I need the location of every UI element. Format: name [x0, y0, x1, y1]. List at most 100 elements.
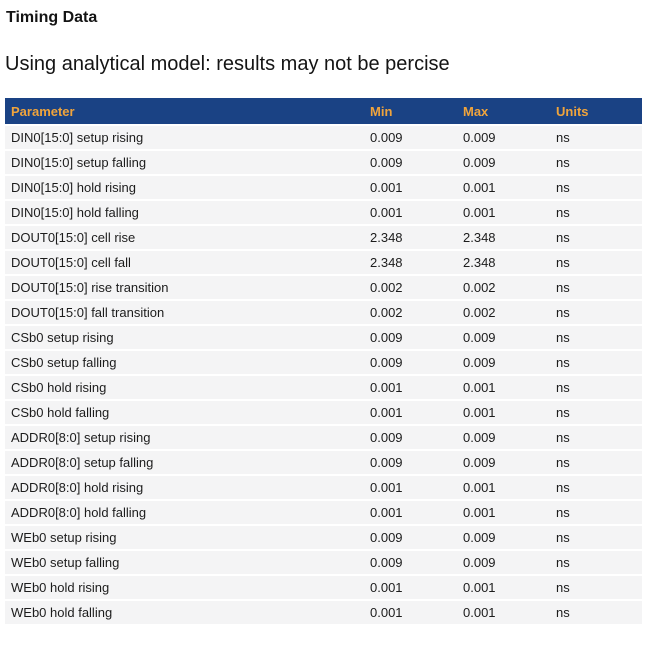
cell-max: 2.348 [463, 225, 556, 251]
cell-units: ns [556, 500, 642, 526]
cell-min: 0.009 [370, 425, 463, 451]
table-row: CSb0 hold rising 0.001 0.001 ns [5, 375, 642, 401]
cell-parameter: DIN0[15:0] hold falling [5, 200, 370, 226]
cell-min: 0.009 [370, 350, 463, 376]
cell-units: ns [556, 475, 642, 501]
cell-max: 0.001 [463, 175, 556, 201]
table-row: ADDR0[8:0] setup falling 0.009 0.009 ns [5, 450, 642, 476]
cell-parameter: WEb0 setup falling [5, 550, 370, 576]
cell-parameter: CSb0 hold rising [5, 375, 370, 401]
cell-units: ns [556, 325, 642, 351]
page-subtitle: Using analytical model: results may not … [5, 53, 450, 75]
table-body: DIN0[15:0] setup rising 0.009 0.009 ns D… [5, 125, 642, 626]
cell-units: ns [556, 400, 642, 426]
cell-max: 0.009 [463, 125, 556, 151]
report-page: Timing Data Using analytical model: resu… [5, 9, 642, 626]
cell-min: 0.001 [370, 600, 463, 626]
table-row: CSb0 setup rising 0.009 0.009 ns [5, 325, 642, 351]
table-row: DIN0[15:0] hold rising 0.001 0.001 ns [5, 175, 642, 201]
cell-max: 0.001 [463, 500, 556, 526]
cell-units: ns [556, 250, 642, 276]
table-row: WEb0 setup falling 0.009 0.009 ns [5, 550, 642, 576]
cell-max: 2.348 [463, 250, 556, 276]
table-row: ADDR0[8:0] hold falling 0.001 0.001 ns [5, 500, 642, 526]
cell-min: 2.348 [370, 250, 463, 276]
column-header-max: Max [463, 98, 556, 126]
table-row: DIN0[15:0] setup rising 0.009 0.009 ns [5, 125, 642, 151]
cell-min: 0.001 [370, 400, 463, 426]
column-header-min: Min [370, 98, 463, 126]
cell-parameter: CSb0 hold falling [5, 400, 370, 426]
cell-parameter: ADDR0[8:0] setup falling [5, 450, 370, 476]
timing-data-table: Parameter Min Max Units DIN0[15:0] setup… [5, 98, 642, 626]
cell-max: 0.009 [463, 425, 556, 451]
cell-min: 0.009 [370, 450, 463, 476]
column-header-units: Units [556, 98, 642, 126]
cell-units: ns [556, 275, 642, 301]
cell-max: 0.001 [463, 575, 556, 601]
cell-min: 0.001 [370, 500, 463, 526]
page-title: Timing Data [6, 9, 98, 26]
cell-parameter: WEb0 setup rising [5, 525, 370, 551]
table-header-row: Parameter Min Max Units [5, 98, 642, 126]
cell-parameter: ADDR0[8:0] hold falling [5, 500, 370, 526]
table-row: DIN0[15:0] setup falling 0.009 0.009 ns [5, 150, 642, 176]
cell-min: 0.009 [370, 150, 463, 176]
cell-min: 2.348 [370, 225, 463, 251]
cell-units: ns [556, 450, 642, 476]
cell-units: ns [556, 350, 642, 376]
cell-min: 0.002 [370, 300, 463, 326]
cell-max: 0.001 [463, 200, 556, 226]
cell-units: ns [556, 425, 642, 451]
cell-min: 0.002 [370, 275, 463, 301]
cell-units: ns [556, 300, 642, 326]
cell-parameter: CSb0 setup falling [5, 350, 370, 376]
cell-units: ns [556, 600, 642, 626]
column-header-parameter: Parameter [5, 98, 370, 126]
cell-units: ns [556, 175, 642, 201]
cell-max: 0.001 [463, 400, 556, 426]
cell-min: 0.009 [370, 325, 463, 351]
table-row: DOUT0[15:0] cell rise 2.348 2.348 ns [5, 225, 642, 251]
cell-parameter: DOUT0[15:0] fall transition [5, 300, 370, 326]
table-row: DIN0[15:0] hold falling 0.001 0.001 ns [5, 200, 642, 226]
table-row: DOUT0[15:0] cell fall 2.348 2.348 ns [5, 250, 642, 276]
cell-parameter: DOUT0[15:0] cell rise [5, 225, 370, 251]
cell-parameter: WEb0 hold falling [5, 600, 370, 626]
table-row: WEb0 hold rising 0.001 0.001 ns [5, 575, 642, 601]
cell-max: 0.009 [463, 150, 556, 176]
cell-max: 0.002 [463, 300, 556, 326]
cell-parameter: DIN0[15:0] setup falling [5, 150, 370, 176]
cell-parameter: DOUT0[15:0] cell fall [5, 250, 370, 276]
cell-max: 0.009 [463, 325, 556, 351]
cell-min: 0.001 [370, 175, 463, 201]
cell-min: 0.001 [370, 475, 463, 501]
cell-parameter: DIN0[15:0] hold rising [5, 175, 370, 201]
cell-parameter: ADDR0[8:0] hold rising [5, 475, 370, 501]
table-row: CSb0 hold falling 0.001 0.001 ns [5, 400, 642, 426]
cell-units: ns [556, 225, 642, 251]
cell-min: 0.001 [370, 200, 463, 226]
table-row: DOUT0[15:0] fall transition 0.002 0.002 … [5, 300, 642, 326]
cell-max: 0.009 [463, 350, 556, 376]
table-row: CSb0 setup falling 0.009 0.009 ns [5, 350, 642, 376]
cell-max: 0.002 [463, 275, 556, 301]
cell-parameter: WEb0 hold rising [5, 575, 370, 601]
cell-units: ns [556, 375, 642, 401]
cell-units: ns [556, 575, 642, 601]
cell-units: ns [556, 125, 642, 151]
cell-max: 0.001 [463, 375, 556, 401]
cell-units: ns [556, 150, 642, 176]
table-row: ADDR0[8:0] setup rising 0.009 0.009 ns [5, 425, 642, 451]
table-row: DOUT0[15:0] rise transition 0.002 0.002 … [5, 275, 642, 301]
cell-min: 0.009 [370, 525, 463, 551]
cell-parameter: DIN0[15:0] setup rising [5, 125, 370, 151]
cell-min: 0.009 [370, 550, 463, 576]
cell-min: 0.001 [370, 575, 463, 601]
cell-max: 0.009 [463, 525, 556, 551]
cell-min: 0.009 [370, 125, 463, 151]
cell-max: 0.009 [463, 450, 556, 476]
cell-units: ns [556, 200, 642, 226]
table-row: WEb0 hold falling 0.001 0.001 ns [5, 600, 642, 626]
table-row: ADDR0[8:0] hold rising 0.001 0.001 ns [5, 475, 642, 501]
